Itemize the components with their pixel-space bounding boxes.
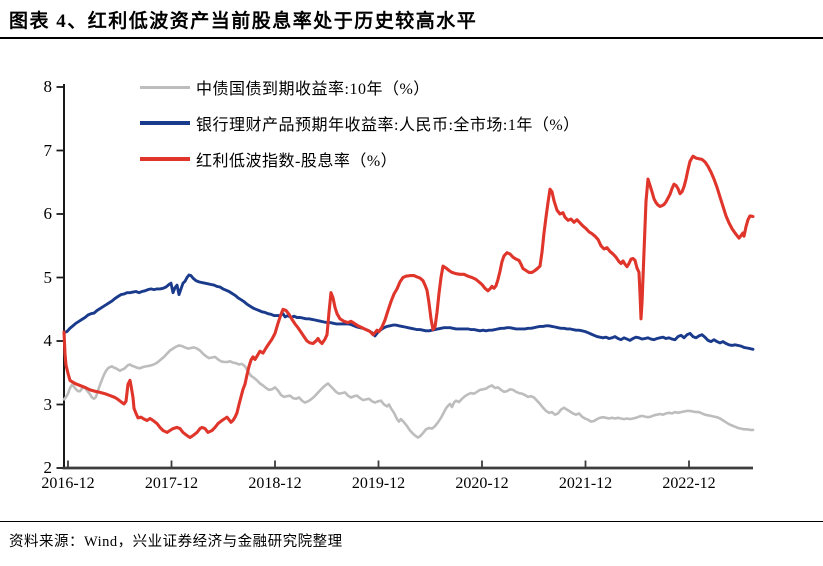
chart-legend: 中债国债到期收益率:10年（%） 银行理财产品预期年收益率:人民币:全市场:1年… — [140, 69, 700, 177]
x-axis-tick-label: 2020-12 — [455, 475, 509, 492]
y-axis-tick-label: 6 — [43, 204, 53, 223]
title-divider — [0, 37, 823, 39]
gray-line-swatch-icon — [140, 85, 190, 89]
blue-line-swatch-icon — [140, 121, 190, 125]
series-line-bank-wmp-yield — [62, 273, 755, 351]
series-line-dividend-lowvol-yield — [62, 154, 755, 440]
x-axis-tick-label: 2021-12 — [558, 475, 613, 492]
y-axis-tick-label: 8 — [43, 77, 53, 96]
legend-label: 红利低波指数-股息率（%） — [196, 153, 398, 170]
y-axis-tick-label: 3 — [43, 394, 53, 414]
x-axis-tick-label: 2018-12 — [248, 475, 302, 492]
legend-item-bank-wmp-yield: 银行理财产品预期年收益率:人民币:全市场:1年（%） — [140, 105, 700, 141]
y-axis-tick-label: 5 — [43, 267, 53, 287]
series-line-gov-bond-yield — [62, 344, 755, 439]
x-axis-tick-label: 2022-12 — [662, 475, 716, 492]
legend-label: 中债国债到期收益率:10年（%） — [196, 81, 430, 98]
x-axis-tick-label: 2019-12 — [351, 475, 406, 492]
footer-divider — [0, 521, 823, 523]
y-axis-tick-label: 2 — [43, 458, 53, 477]
x-axis-tick-label: 2017-12 — [144, 475, 199, 492]
legend-item-dividend-lowvol-yield: 红利低波指数-股息率（%） — [140, 141, 700, 177]
source-note: 资料来源：Wind，兴业证券经济与金融研究院整理 — [9, 534, 343, 550]
x-axis-tick-label: 2016-12 — [41, 475, 95, 492]
legend-item-gov-bond-yield: 中债国债到期收益率:10年（%） — [140, 69, 700, 105]
y-axis-tick-label: 4 — [43, 331, 53, 350]
legend-label: 银行理财产品预期年收益率:人民币:全市场:1年（%） — [196, 117, 580, 134]
red-line-swatch-icon — [140, 157, 190, 161]
y-axis-tick-label: 7 — [43, 140, 53, 160]
figure-title: 图表 4、红利低波资产当前股息率处于历史较高水平 — [9, 11, 478, 32]
